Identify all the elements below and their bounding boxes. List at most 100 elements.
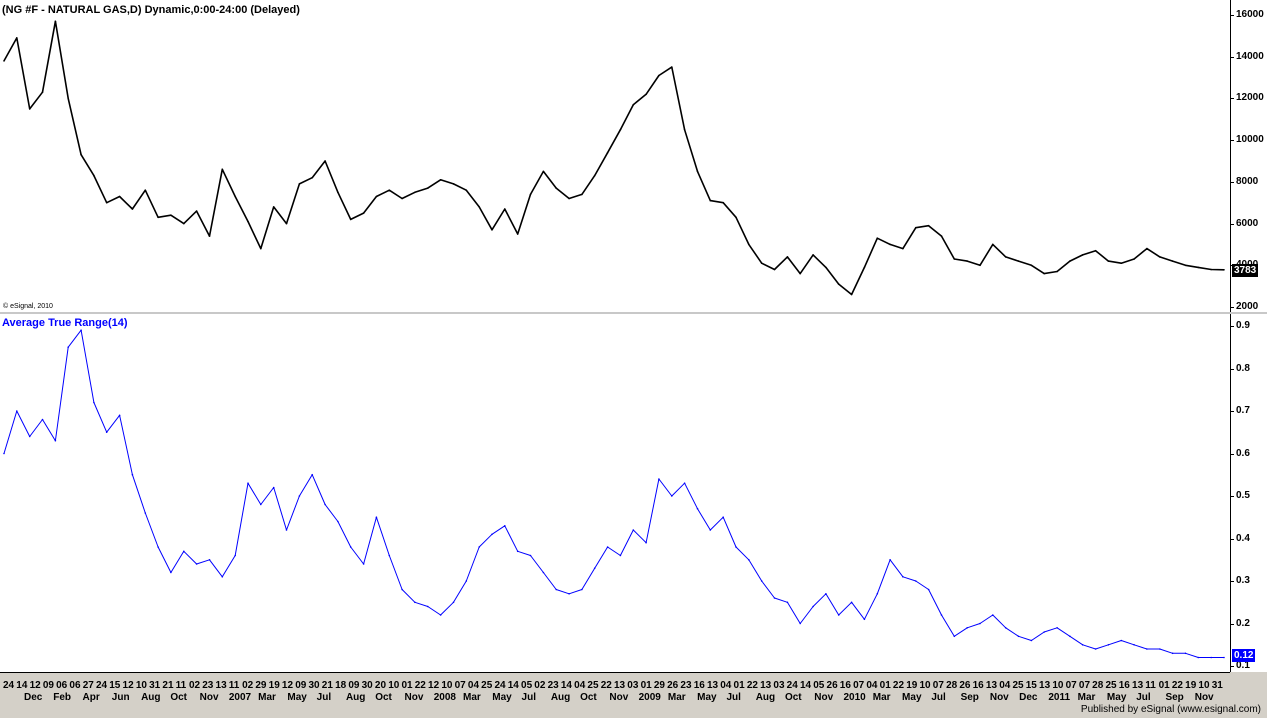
x-tick-label: 25 — [481, 680, 493, 691]
y-tick-label: 0.8 — [1236, 362, 1250, 374]
atr-plot[interactable] — [0, 314, 1230, 672]
price-plot[interactable] — [0, 0, 1230, 313]
y-tick-mark — [1230, 453, 1234, 455]
atr-y-axis-line — [1230, 314, 1231, 672]
data-point — [786, 256, 789, 258]
data-point — [15, 410, 18, 412]
x-month-label: Jul — [521, 692, 536, 703]
data-point — [1120, 639, 1123, 642]
data-point — [208, 235, 211, 237]
data-point — [555, 187, 557, 189]
data-point — [606, 151, 609, 154]
data-point — [1146, 648, 1148, 650]
data-point — [760, 262, 763, 265]
x-month-label: Sep — [1165, 692, 1184, 703]
data-point — [658, 74, 660, 77]
data-point — [311, 176, 314, 179]
x-tick-label: 15 — [109, 680, 121, 691]
price-chart-title: (NG #F - NATURAL GAS,D) Dynamic,0:00-24:… — [2, 4, 300, 16]
x-month-label: Mar — [1077, 692, 1096, 703]
data-point — [28, 108, 31, 110]
data-point — [504, 208, 506, 210]
data-point — [1081, 644, 1084, 646]
atr-panel[interactable]: Average True Range(14) — [0, 314, 1230, 672]
data-point — [966, 627, 968, 629]
data-point — [324, 160, 326, 162]
data-point — [915, 580, 917, 582]
y-tick-mark — [1230, 181, 1234, 183]
data-point — [760, 580, 763, 582]
data-point — [786, 601, 789, 604]
data-point — [1030, 639, 1033, 642]
data-point — [504, 525, 506, 527]
x-tick-label: 22 — [414, 680, 426, 691]
data-point — [953, 635, 956, 638]
x-tick-label: 16 — [693, 680, 705, 691]
data-point — [1159, 256, 1161, 258]
x-tick-label: 23 — [202, 680, 214, 691]
data-point — [889, 559, 891, 561]
data-point — [709, 529, 712, 531]
x-tick-label: 13 — [706, 680, 719, 691]
data-point — [349, 218, 352, 221]
x-tick-label: 31 — [149, 680, 161, 691]
data-point — [157, 546, 159, 548]
data-point — [337, 191, 339, 194]
data-point — [619, 128, 622, 131]
x-tick-label: 22 — [1171, 680, 1183, 691]
y-tick-label: 14000 — [1236, 50, 1264, 62]
data-point — [105, 431, 108, 433]
y-tick-label: 0.6 — [1236, 447, 1250, 459]
data-point — [1069, 260, 1071, 262]
y-tick-mark — [1230, 223, 1234, 225]
x-tick-label: 02 — [242, 680, 254, 691]
x-tick-label: 13 — [1039, 680, 1051, 691]
y-tick-label: 0.7 — [1236, 405, 1250, 416]
x-tick-label: 07 — [1078, 680, 1091, 691]
x-month-label: Nov — [989, 692, 1009, 703]
data-point — [876, 593, 879, 595]
x-month-label: 2008 — [433, 692, 456, 703]
y-tick-mark — [1230, 666, 1234, 667]
data-point — [799, 272, 801, 275]
last-price-tag: 3783 — [1232, 263, 1259, 277]
x-month-label: Aug — [755, 692, 776, 703]
data-point — [516, 233, 519, 235]
price-panel[interactable]: (NG #F - NATURAL GAS,D) Dynamic,0:00-24:… — [0, 0, 1230, 313]
data-point — [671, 495, 673, 497]
data-point — [1120, 262, 1123, 265]
data-point — [876, 237, 879, 239]
data-point — [298, 495, 301, 497]
x-month-label: Nov — [199, 692, 219, 703]
data-point — [799, 622, 801, 625]
data-point — [1184, 264, 1187, 267]
data-point — [234, 554, 236, 557]
panel-separator[interactable] — [0, 312, 1267, 314]
x-month-label: Mar — [463, 692, 481, 703]
data-point — [195, 210, 198, 212]
data-point — [915, 226, 917, 229]
y-tick-label: 2000 — [1236, 301, 1259, 312]
x-month-label: Apr — [82, 692, 100, 703]
data-point — [247, 482, 249, 484]
data-point — [54, 20, 57, 23]
data-point — [247, 220, 249, 223]
x-tick-label: 05 — [521, 680, 533, 691]
x-tick-label: 20 — [374, 680, 387, 691]
x-month-label: Dec — [1019, 692, 1038, 703]
data-point — [452, 183, 455, 185]
data-point — [375, 516, 378, 518]
data-point — [285, 529, 288, 531]
x-tick-label: 13 — [215, 680, 227, 691]
data-point — [812, 254, 814, 256]
y-tick-mark — [1230, 538, 1234, 540]
x-tick-label: 26 — [826, 680, 838, 691]
x-tick-label: 25 — [1012, 680, 1024, 691]
x-month-label: Nov — [1194, 692, 1214, 703]
data-point — [439, 614, 442, 616]
data-point — [1030, 264, 1033, 267]
x-tick-label: 22 — [892, 680, 905, 691]
x-tick-label: 24 — [786, 680, 798, 691]
x-month-label: Aug — [141, 692, 161, 703]
x-tick-label: 14 — [507, 680, 519, 691]
